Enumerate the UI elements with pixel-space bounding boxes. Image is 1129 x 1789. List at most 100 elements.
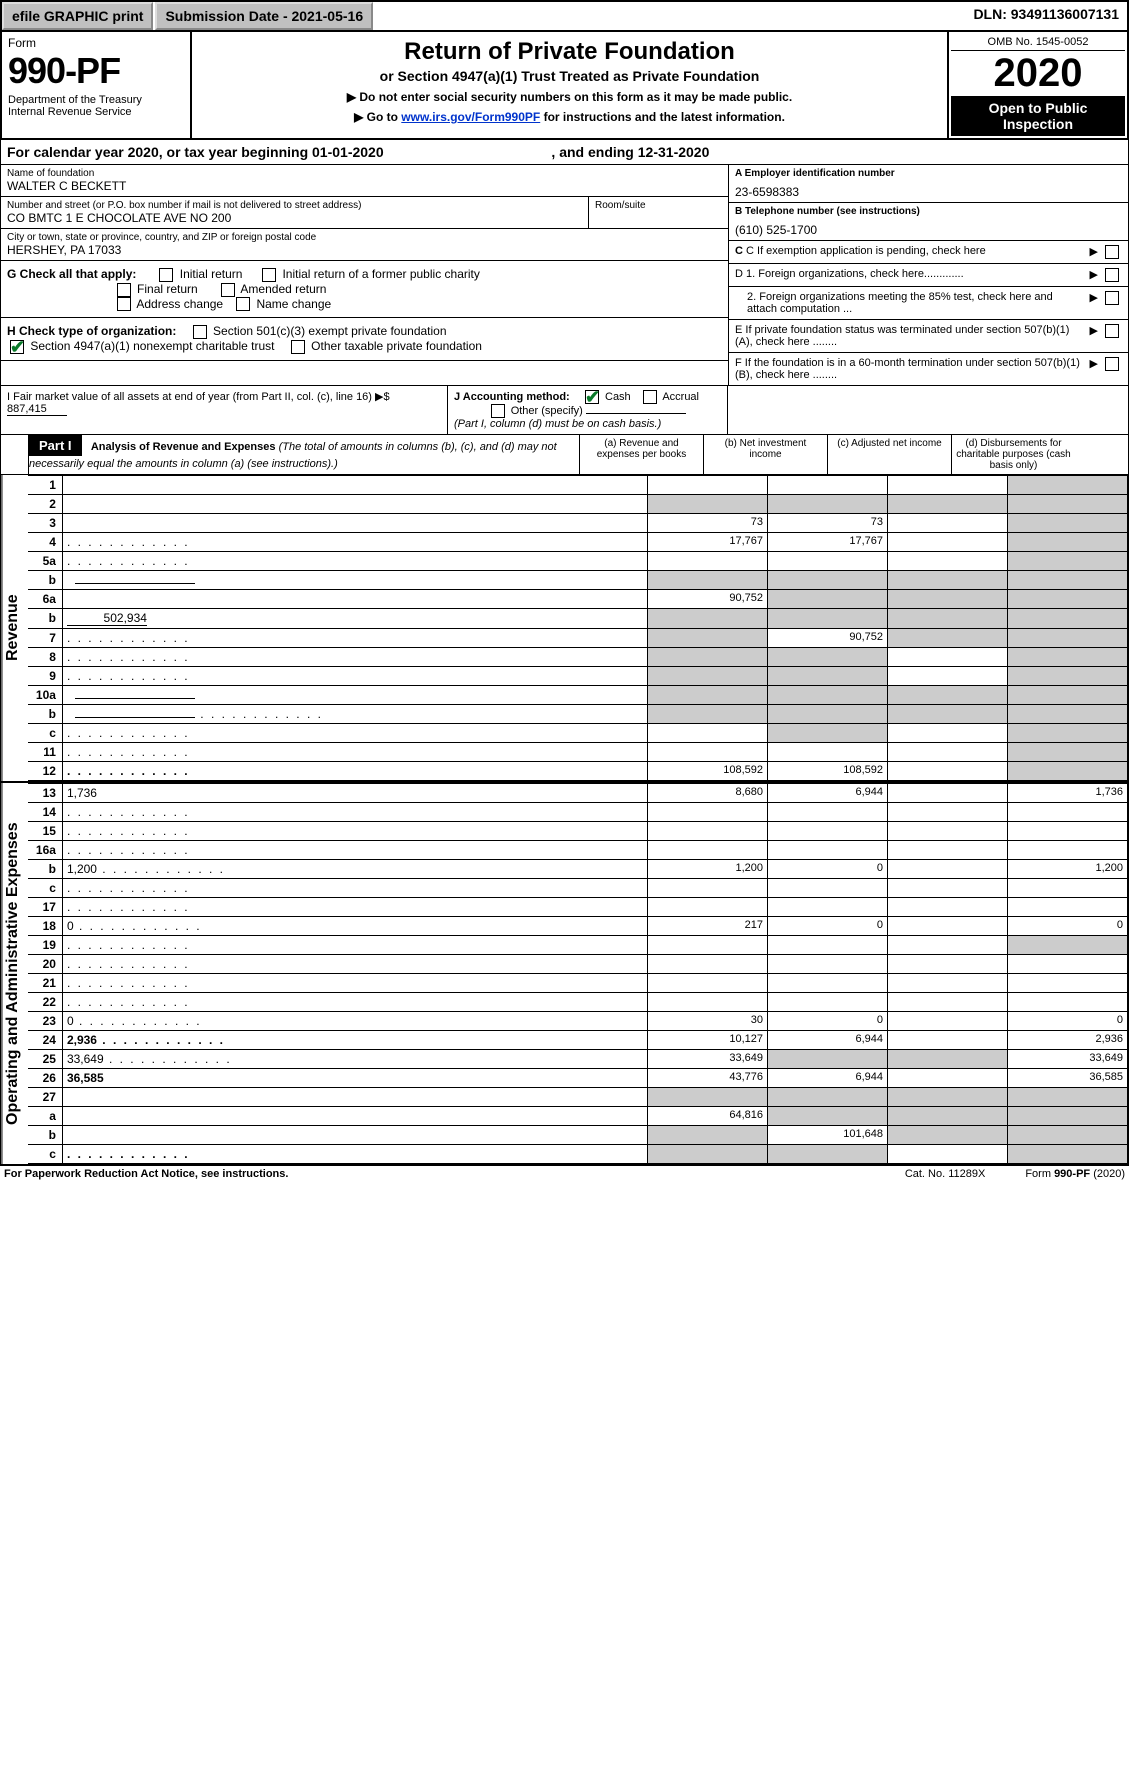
line-number: c [28,1145,62,1164]
table-row: 19 [28,936,1127,955]
j-label: J Accounting method: [454,391,570,403]
4947a1-checkbox[interactable] [10,340,24,354]
amount-cell-a [648,822,768,841]
line-number: 11 [28,743,62,762]
line-description: 1,736 [62,784,647,803]
f-label: F If the foundation is in a 60-month ter… [735,357,1086,381]
amount-cell-b [768,993,888,1012]
table-row: b1,2001,20001,200 [28,860,1127,879]
cash-checkbox[interactable] [585,390,599,404]
f-checkbox[interactable] [1105,357,1119,371]
d2-checkbox[interactable] [1105,291,1119,305]
line-number: 16a [28,841,62,860]
amount-cell-c [888,571,1008,590]
amount-cell-d [1008,705,1128,724]
accrual-checkbox[interactable] [643,390,657,404]
amount-cell-c [888,1126,1008,1145]
table-row: 37373 [28,514,1127,533]
instr-goto: ▶ Go to www.irs.gov/Form990PF for instru… [198,110,941,124]
amount-cell-b: 101,648 [768,1126,888,1145]
revenue-section: Revenue 1237373417,76717,7675ab6a90,752b… [0,475,1129,781]
amount-cell-c [888,686,1008,705]
c-exemption-row: C C If exemption application is pending,… [729,241,1128,264]
form-header: Form 990-PF Department of the Treasury I… [0,32,1129,140]
line-number: 27 [28,1088,62,1107]
cal-mid: , and ending [551,144,637,160]
line-number: c [28,879,62,898]
instructions-link[interactable]: www.irs.gov/Form990PF [401,110,540,124]
amount-cell-b [768,1145,888,1164]
amount-cell-b [768,552,888,571]
amount-cell-c [888,955,1008,974]
address-row: Number and street (or P.O. box number if… [1,197,728,229]
line-description [62,898,647,917]
line-description: 0 [62,917,647,936]
h-check-section: H Check type of organization: Section 50… [1,318,728,361]
501c3-label: Section 501(c)(3) exempt private foundat… [213,324,446,338]
line-description [62,514,647,533]
amount-cell-a: 17,767 [648,533,768,552]
501c3-checkbox[interactable] [193,325,207,339]
c-checkbox[interactable] [1105,245,1119,259]
amount-cell-b: 0 [768,917,888,936]
line-description [62,822,647,841]
line-number: b [28,860,62,879]
identity-grid: Name of foundation WALTER C BECKETT Numb… [0,165,1129,386]
d1-checkbox[interactable] [1105,268,1119,282]
amount-cell-b [768,571,888,590]
foundation-name-row: Name of foundation WALTER C BECKETT [1,165,728,197]
d2-row: 2. Foreign organizations meeting the 85%… [729,287,1128,320]
tel-value: (610) 525-1700 [735,223,1122,237]
amended-return-checkbox[interactable] [221,283,235,297]
line-number: 1 [28,476,62,495]
dept-treasury: Department of the Treasury Internal Reve… [8,94,184,118]
e-checkbox[interactable] [1105,324,1119,338]
amount-cell-c [888,879,1008,898]
table-row: 5a [28,552,1127,571]
amount-cell-d [1008,993,1128,1012]
line-description [62,571,647,590]
name-change-checkbox[interactable] [236,297,250,311]
initial-former-checkbox[interactable] [262,268,276,282]
amount-cell-a: 1,200 [648,860,768,879]
instr-pre: ▶ Go to [354,110,401,124]
table-row: c [28,1145,1127,1164]
line-description: 1,200 [62,860,647,879]
amount-cell-c [888,495,1008,514]
amount-cell-a [648,571,768,590]
line-description [62,648,647,667]
amount-cell-d [1008,533,1128,552]
amount-cell-c [888,936,1008,955]
efile-print-button[interactable]: efile GRAPHIC print [2,2,153,30]
amount-cell-d [1008,667,1128,686]
address-change-checkbox[interactable] [117,297,131,311]
other-taxable-checkbox[interactable] [291,340,305,354]
line-number: 23 [28,1012,62,1031]
amount-cell-d [1008,1088,1128,1107]
initial-return-checkbox[interactable] [159,268,173,282]
ein-label: A Employer identification number [735,168,1122,179]
amount-cell-b [768,495,888,514]
amount-cell-c [888,629,1008,648]
line-number: 2 [28,495,62,514]
amount-cell-c [888,743,1008,762]
amount-cell-a [648,743,768,762]
amount-cell-d [1008,590,1128,609]
line-number: 7 [28,629,62,648]
i-label: I Fair market value of all assets at end… [7,391,390,403]
table-row: 790,752 [28,629,1127,648]
title-cell: Return of Private Foundation or Section … [192,32,947,138]
final-return-checkbox[interactable] [117,283,131,297]
submission-date-label: Submission Date - 2021-05-16 [155,2,373,30]
form-number: 990-PF [8,50,184,92]
amount-cell-a: 217 [648,917,768,936]
line-description [62,629,647,648]
amount-cell-b [768,743,888,762]
amount-cell-a: 8,680 [648,784,768,803]
line-description [62,1126,647,1145]
expenses-section: Operating and Administrative Expenses 13… [0,781,1129,1164]
other-method-checkbox[interactable] [491,404,505,418]
year-cell: OMB No. 1545-0052 2020 Open to Public In… [947,32,1127,138]
amount-cell-c [888,1088,1008,1107]
line-description: 36,585 [62,1069,647,1088]
